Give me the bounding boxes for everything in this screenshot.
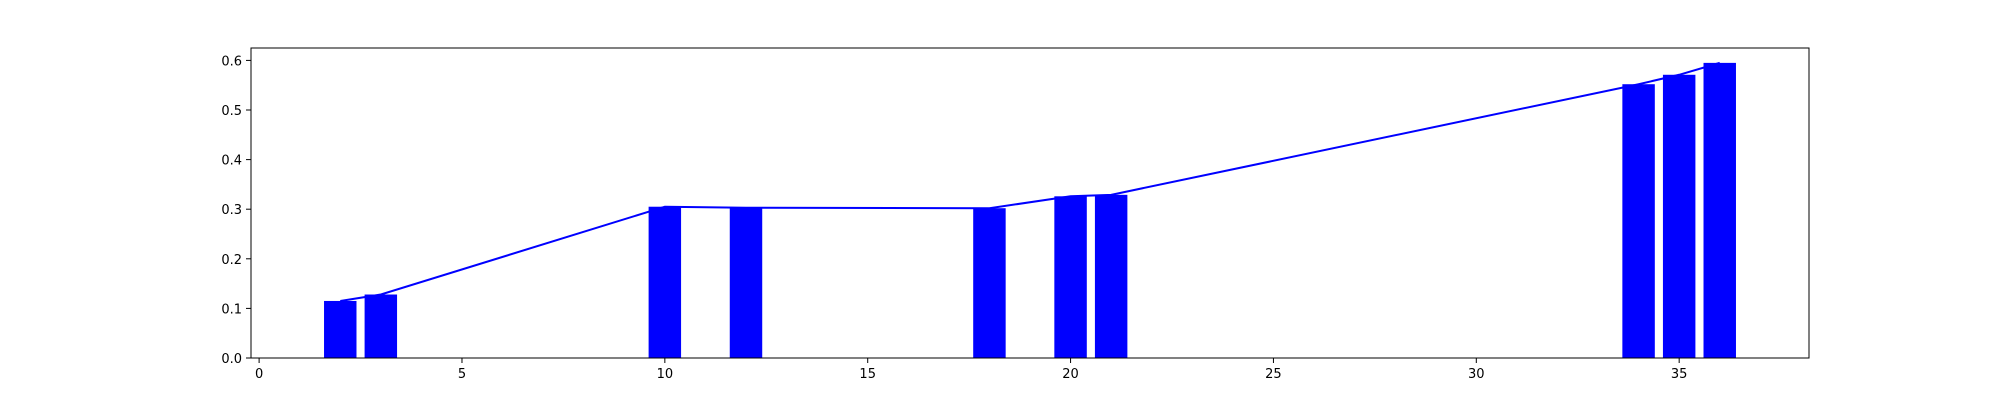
bar xyxy=(364,294,398,358)
bar xyxy=(1703,62,1736,358)
trend-line-series xyxy=(340,61,1721,302)
y-axis-ticks: 0.0 0.1 0.2 0.3 0.4 0.5 0.6 xyxy=(221,54,251,367)
bar xyxy=(729,207,763,358)
x-axis-ticks: 0 5 10 15 20 25 30 35 xyxy=(255,358,1687,382)
x-tick-label: 35 xyxy=(1671,367,1688,382)
x-tick-label: 25 xyxy=(1265,367,1282,382)
x-tick-label: 10 xyxy=(657,367,674,382)
bar xyxy=(1094,194,1128,358)
trend-line xyxy=(340,61,1721,302)
bar xyxy=(1622,84,1655,359)
bar xyxy=(324,300,357,358)
y-tick-label: 0.4 xyxy=(221,154,242,169)
plot-frame xyxy=(250,47,1810,359)
y-tick-label: 0.0 xyxy=(221,352,242,367)
x-tick-label: 30 xyxy=(1468,367,1485,382)
y-tick-label: 0.1 xyxy=(221,302,242,317)
y-tick-label: 0.3 xyxy=(221,203,242,218)
bar xyxy=(1054,196,1087,358)
y-tick-label: 0.6 xyxy=(221,54,242,69)
bar xyxy=(973,208,1006,358)
bar xyxy=(648,206,682,358)
y-tick-label: 0.5 xyxy=(221,104,242,119)
x-tick-label: 15 xyxy=(859,367,876,382)
x-tick-label: 20 xyxy=(1062,367,1079,382)
x-tick-label: 5 xyxy=(458,367,466,382)
bar xyxy=(1662,74,1696,358)
y-tick-label: 0.2 xyxy=(221,253,242,268)
x-tick-label: 0 xyxy=(255,367,263,382)
bar-series xyxy=(324,62,1736,359)
